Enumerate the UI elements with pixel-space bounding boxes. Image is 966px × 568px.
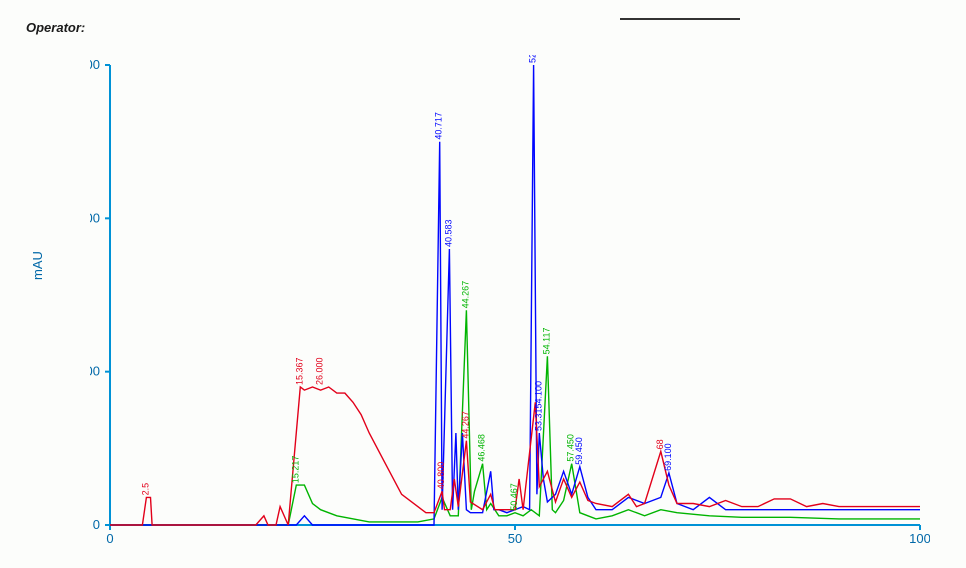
y-axis-label: mAU [30, 251, 45, 280]
peak-label: 46.468 [477, 434, 487, 462]
svg-text:54.117: 54.117 [541, 327, 551, 354]
peak-label: 26.000 [315, 357, 325, 385]
peak-label: 50.467 [509, 483, 519, 511]
svg-text:50.467: 50.467 [509, 483, 519, 511]
x-tick-label: 0 [106, 531, 113, 545]
peak-label: 40.583 [443, 219, 453, 247]
peak-label: 44.267 [460, 281, 470, 309]
svg-text:40.717: 40.717 [434, 112, 444, 140]
svg-text:2.5: 2.5 [140, 483, 150, 496]
svg-text:40.800: 40.800 [436, 462, 446, 490]
header-rule [620, 18, 740, 20]
svg-text:69.100: 69.100 [663, 443, 673, 471]
x-tick-label: 50 [508, 531, 522, 545]
svg-text:52.383: 52.383 [528, 55, 538, 63]
svg-text:46.468: 46.468 [477, 434, 487, 462]
peak-label: 52.383 [528, 55, 538, 63]
peak-label: 59.450 [574, 437, 584, 465]
svg-text:44.267: 44.267 [460, 411, 470, 439]
x-tick-label: 100 [909, 531, 930, 545]
y-tick-label: 300 [90, 57, 100, 72]
svg-text:40.583: 40.583 [443, 219, 453, 247]
peak-label: 15.367 [294, 357, 304, 385]
svg-text:59.450: 59.450 [574, 437, 584, 465]
y-tick-label: 0 [93, 517, 100, 532]
y-tick-label: 200 [90, 210, 100, 225]
peak-label: 54.117 [541, 327, 551, 354]
svg-text:53.3154.100: 53.3154.100 [533, 381, 543, 431]
chromatogram-plot: 0 100 200 300 0 50 100 2.5 15.367 26.000 15.217 40.… [90, 55, 930, 545]
peak-label: 44.267 [460, 411, 470, 439]
peak-label: 53.3154.100 [533, 381, 543, 431]
peak-label: 40.717 [434, 112, 444, 140]
peak-label: 15.217 [290, 456, 300, 484]
peak-label: 69.100 [663, 443, 673, 471]
operator-label: Operator: [26, 20, 85, 35]
peak-label: 40.800 [436, 462, 446, 490]
trace-blue [110, 65, 920, 525]
peak-label: 2.5 [140, 483, 150, 496]
svg-text:44.267: 44.267 [460, 281, 470, 309]
svg-text:15.367: 15.367 [294, 357, 304, 385]
svg-text:26.000: 26.000 [315, 357, 325, 385]
svg-text:15.217: 15.217 [290, 456, 300, 484]
y-tick-label: 100 [90, 364, 100, 379]
